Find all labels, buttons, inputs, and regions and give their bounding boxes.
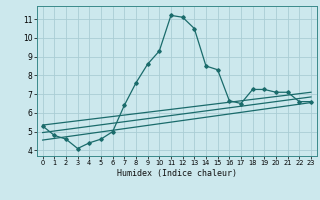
X-axis label: Humidex (Indice chaleur): Humidex (Indice chaleur) bbox=[117, 169, 237, 178]
